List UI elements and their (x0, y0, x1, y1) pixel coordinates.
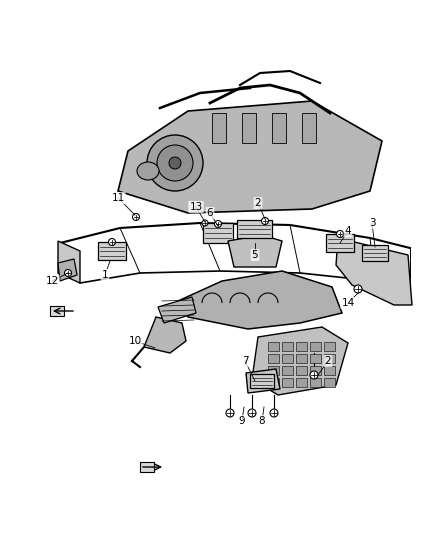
Bar (310, 342, 321, 351)
Bar (326, 234, 354, 252)
Bar (268, 378, 279, 387)
Bar (212, 113, 226, 143)
Text: 9: 9 (239, 416, 245, 426)
Polygon shape (58, 241, 80, 283)
Circle shape (261, 217, 268, 224)
Circle shape (310, 371, 318, 379)
Bar (50, 306, 64, 316)
Text: 6: 6 (207, 208, 213, 218)
Text: 14: 14 (341, 298, 355, 308)
Circle shape (354, 285, 362, 293)
Text: 10: 10 (128, 336, 141, 346)
Bar (324, 366, 335, 375)
Text: 13: 13 (189, 202, 203, 212)
Bar (362, 245, 388, 261)
Bar (302, 113, 316, 143)
Bar (98, 242, 126, 260)
Circle shape (336, 230, 343, 238)
Bar (282, 342, 293, 351)
Text: 4: 4 (345, 226, 351, 236)
Bar (310, 366, 321, 375)
Text: 7: 7 (242, 356, 248, 366)
Text: 3: 3 (369, 218, 375, 228)
Bar (140, 462, 154, 472)
Bar (268, 342, 279, 351)
Text: 8: 8 (259, 416, 265, 426)
Circle shape (157, 145, 193, 181)
Circle shape (202, 220, 208, 226)
Circle shape (147, 135, 203, 191)
Polygon shape (228, 235, 282, 267)
Polygon shape (246, 369, 280, 393)
Bar (203, 223, 233, 243)
Circle shape (248, 409, 256, 417)
Bar (324, 378, 335, 387)
Bar (282, 378, 293, 387)
Bar (296, 342, 307, 351)
Circle shape (133, 214, 139, 221)
Circle shape (109, 238, 116, 246)
Circle shape (169, 157, 181, 169)
Bar (282, 354, 293, 363)
Polygon shape (178, 271, 342, 329)
Ellipse shape (137, 162, 159, 180)
Bar (268, 366, 279, 375)
Circle shape (215, 221, 222, 228)
Text: 11: 11 (111, 193, 125, 203)
Bar (296, 378, 307, 387)
Circle shape (226, 409, 234, 417)
Bar (296, 366, 307, 375)
Bar (272, 113, 286, 143)
Polygon shape (158, 297, 196, 323)
Bar (324, 342, 335, 351)
Bar (282, 366, 293, 375)
Polygon shape (118, 101, 382, 213)
Text: 12: 12 (46, 276, 59, 286)
Text: 2: 2 (254, 198, 261, 208)
Polygon shape (58, 259, 77, 281)
Bar (242, 113, 256, 143)
Bar (296, 354, 307, 363)
Polygon shape (144, 317, 186, 353)
Bar (324, 354, 335, 363)
Polygon shape (252, 327, 348, 395)
Bar (237, 220, 272, 238)
Bar (310, 354, 321, 363)
Text: 1: 1 (102, 270, 108, 280)
Text: 5: 5 (252, 250, 258, 260)
Polygon shape (336, 238, 412, 305)
Circle shape (64, 270, 71, 277)
Bar (268, 354, 279, 363)
Text: 2: 2 (325, 356, 331, 366)
Bar (250, 374, 274, 388)
Bar (310, 378, 321, 387)
Circle shape (270, 409, 278, 417)
